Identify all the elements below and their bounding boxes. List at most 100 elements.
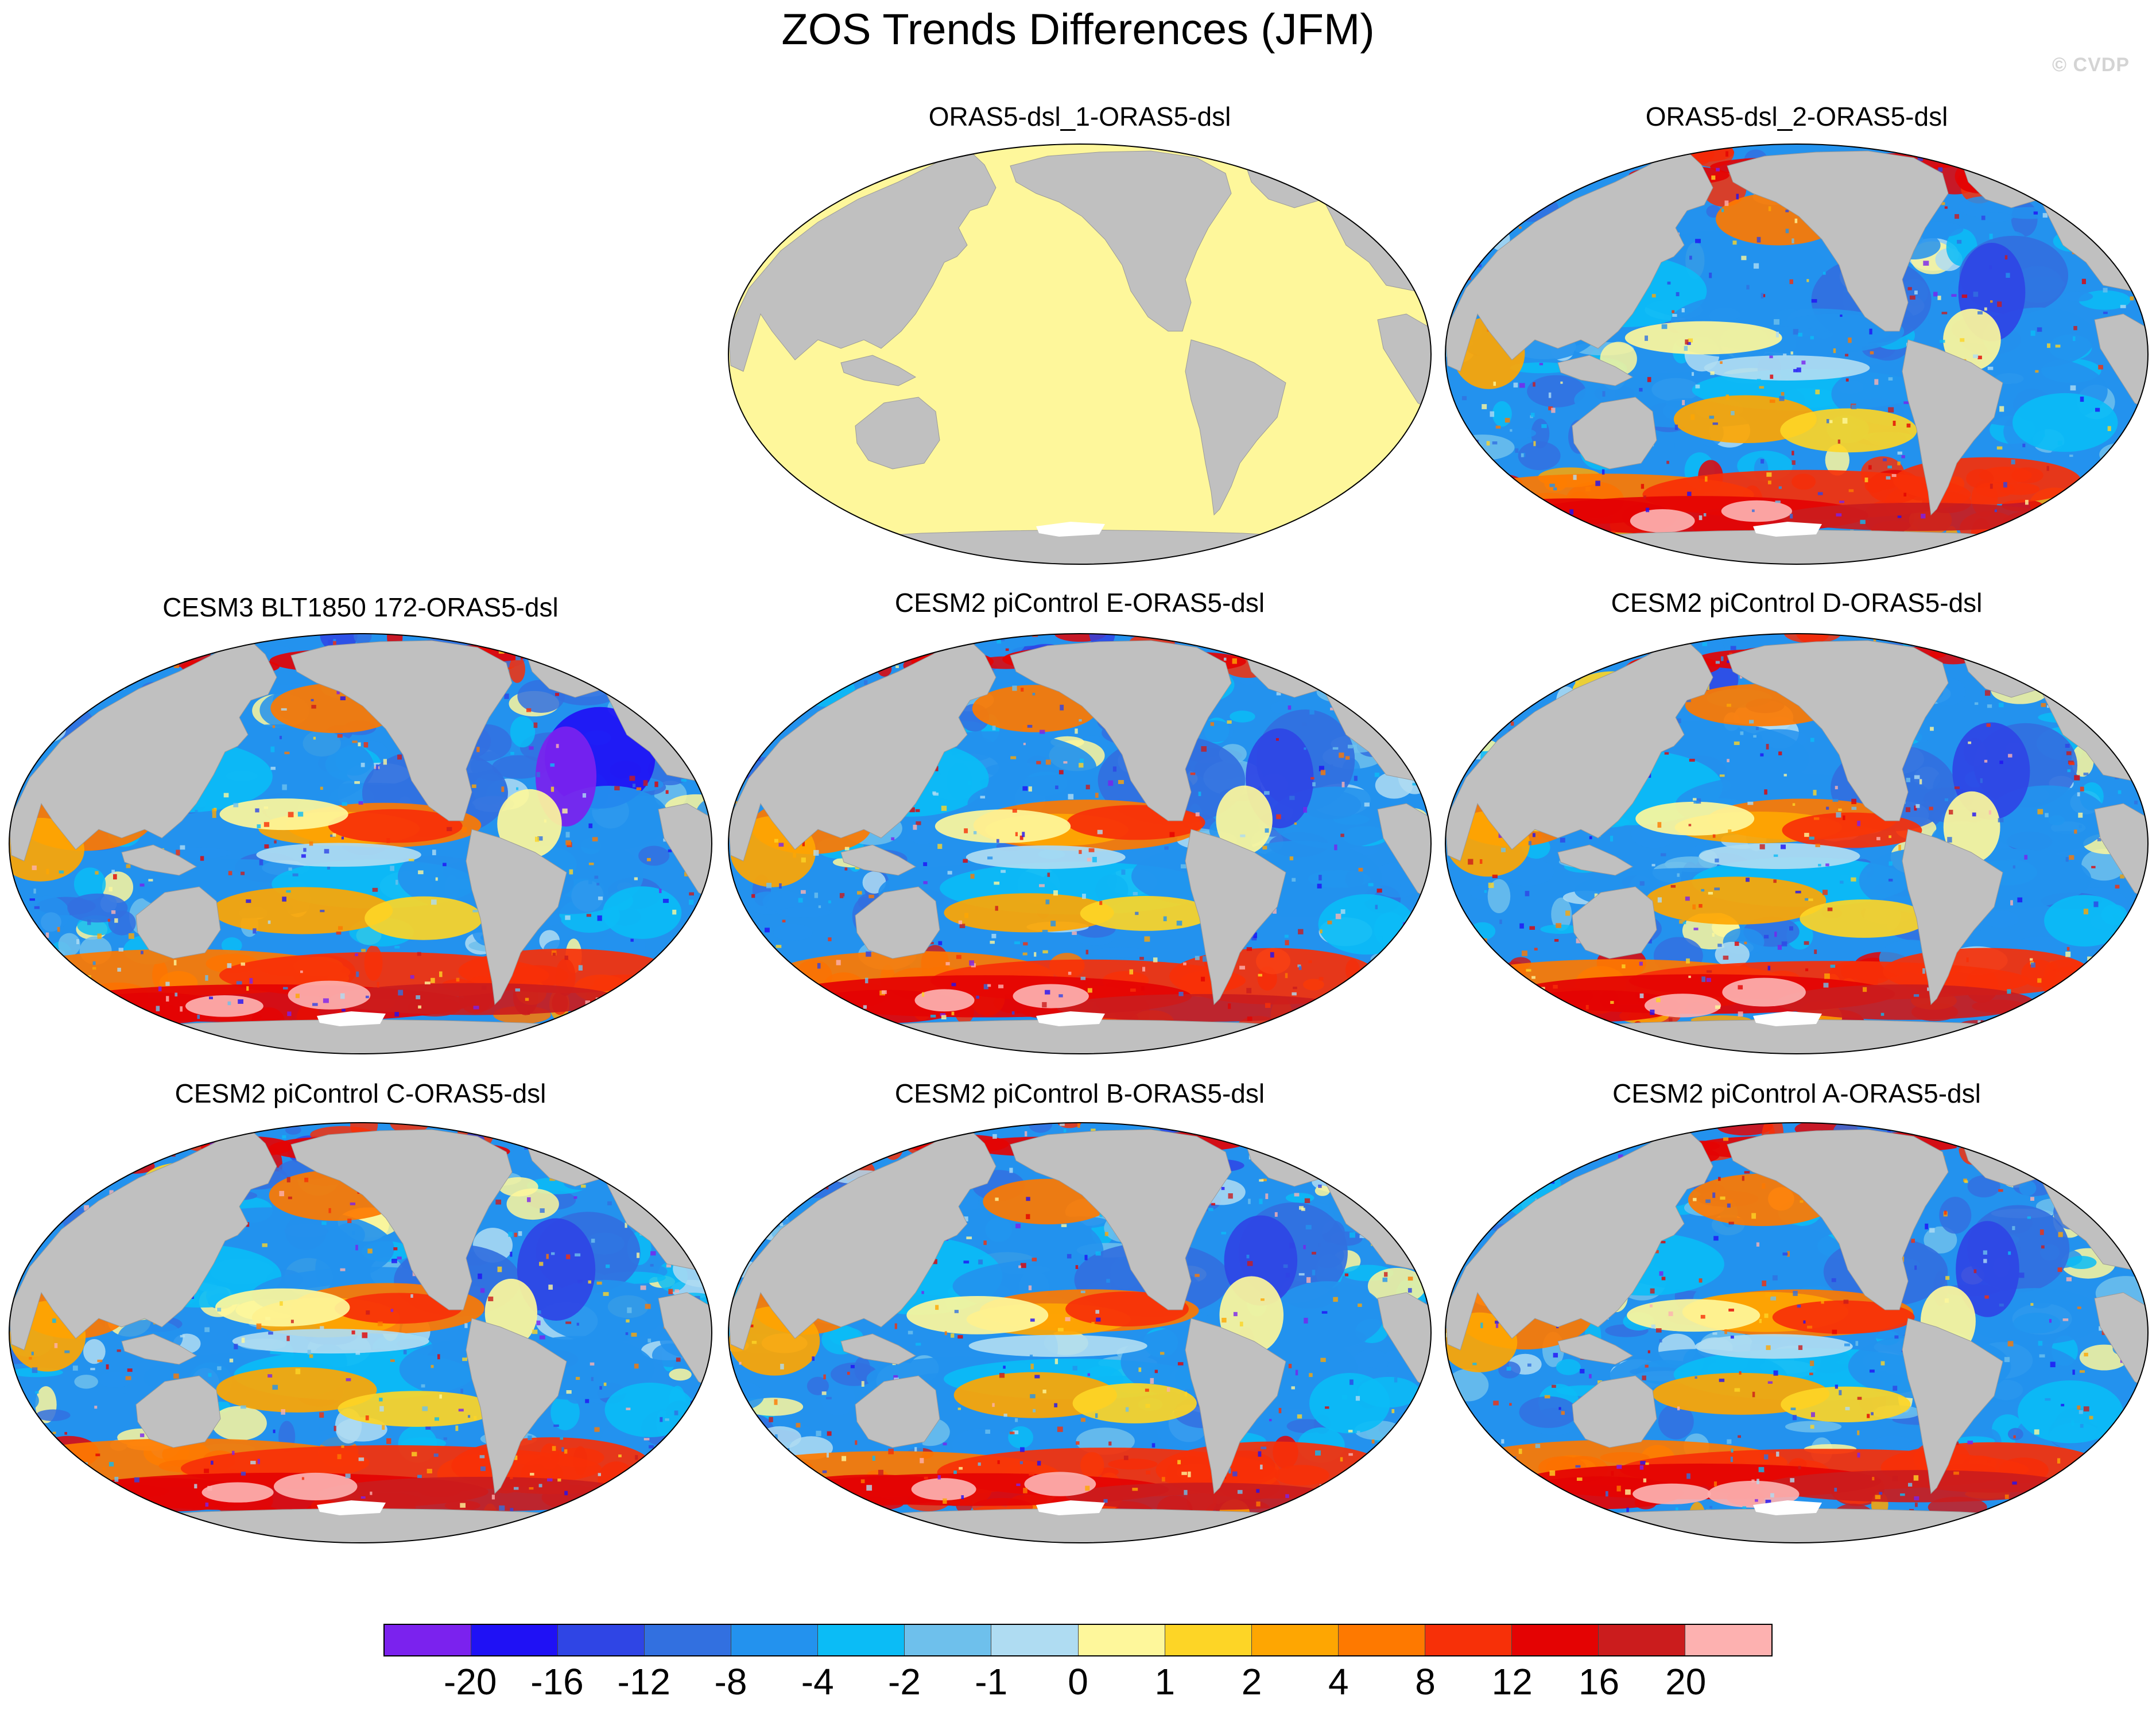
anomaly-speck bbox=[1350, 1232, 1355, 1238]
anomaly-patch bbox=[608, 1492, 663, 1511]
anomaly-patch bbox=[9, 942, 48, 973]
anomaly-speck bbox=[730, 1526, 734, 1530]
anomaly-speck bbox=[1977, 311, 1983, 315]
anomaly-speck bbox=[2097, 494, 2103, 499]
anomaly-speck bbox=[1549, 1470, 1556, 1476]
anomaly-speck bbox=[95, 1453, 100, 1457]
map-panel-cesm2-picontrol-d bbox=[1445, 633, 2153, 1054]
anomaly-speck bbox=[766, 1542, 770, 1543]
anomaly-patch bbox=[39, 948, 66, 958]
anomaly-patch bbox=[1489, 1152, 1527, 1185]
anomaly-patch bbox=[830, 1362, 878, 1386]
anomaly-speck bbox=[2092, 634, 2097, 636]
anomaly-speck bbox=[1987, 704, 1992, 708]
anomaly-speck bbox=[606, 1264, 610, 1268]
anomaly-speck bbox=[2107, 1010, 2112, 1015]
anomaly-speck bbox=[1783, 354, 1787, 357]
south-america-landmass bbox=[1902, 829, 2003, 1006]
anomaly-speck bbox=[1151, 1443, 1155, 1448]
anomaly-speck bbox=[1710, 371, 1715, 375]
anomaly-speck bbox=[676, 1044, 680, 1050]
australia-landmass bbox=[855, 886, 940, 959]
anomaly-speck bbox=[342, 802, 347, 806]
anomaly-speck bbox=[1432, 816, 1436, 820]
anomaly-patch bbox=[661, 634, 712, 665]
anomaly-speck bbox=[175, 1136, 179, 1140]
anomaly-speck bbox=[1715, 858, 1719, 863]
anomaly-speck bbox=[1356, 1430, 1360, 1435]
anomaly-speck bbox=[529, 1041, 536, 1047]
anomaly-speck bbox=[1783, 774, 1787, 777]
anomaly-patch bbox=[728, 912, 744, 933]
anomaly-speck bbox=[1298, 1273, 1305, 1276]
anomaly-speck bbox=[1968, 741, 1972, 744]
anomaly-speck bbox=[1521, 680, 1525, 685]
anomaly-speck bbox=[14, 1525, 20, 1531]
anomaly-speck bbox=[643, 1438, 650, 1441]
anomaly-speck bbox=[758, 1459, 761, 1462]
anomaly-speck bbox=[1764, 1313, 1769, 1318]
anomaly-patch bbox=[1953, 1123, 1972, 1139]
anomaly-speck bbox=[288, 812, 294, 817]
anomaly-speck bbox=[223, 793, 229, 798]
anomaly-speck bbox=[288, 1196, 292, 1200]
anomaly-speck bbox=[209, 996, 213, 999]
anomaly-speck bbox=[1857, 1430, 1860, 1435]
anomaly-patch bbox=[1371, 1154, 1415, 1166]
anomaly-speck bbox=[1655, 1328, 1662, 1333]
anomaly-speck bbox=[1087, 1373, 1091, 1376]
anomaly-speck bbox=[102, 1467, 106, 1471]
weddell-ice-shelf bbox=[1346, 527, 1378, 542]
anomaly-speck bbox=[807, 693, 813, 699]
anomaly-speck bbox=[1178, 991, 1184, 996]
anomaly-speck bbox=[1526, 969, 1531, 972]
anomaly-speck bbox=[1917, 155, 1924, 161]
anomaly-patch bbox=[1461, 730, 1480, 758]
anomaly-speck bbox=[1133, 892, 1138, 895]
anomaly-speck bbox=[1283, 1264, 1288, 1268]
anomaly-speck bbox=[1150, 1378, 1154, 1384]
anomaly-speck bbox=[1317, 883, 1322, 889]
anomaly-patch bbox=[1448, 1123, 1471, 1144]
anomaly-speck bbox=[796, 1196, 802, 1198]
anomaly-patch bbox=[1363, 985, 1378, 1012]
anomaly-speck bbox=[1358, 1303, 1362, 1307]
anomaly-speck bbox=[2149, 967, 2153, 970]
anomaly-speck bbox=[514, 1232, 518, 1237]
anomaly-speck bbox=[1260, 1464, 1263, 1470]
anomaly-speck bbox=[973, 831, 977, 835]
anomaly-speck bbox=[153, 642, 157, 647]
anomaly-speck bbox=[1524, 1171, 1528, 1177]
anomaly-speck bbox=[159, 1030, 163, 1035]
anomaly-speck bbox=[894, 1323, 897, 1329]
anomaly-speck bbox=[2008, 754, 2012, 758]
anomaly-speck bbox=[1712, 422, 1718, 425]
anomaly-speck bbox=[1084, 1255, 1088, 1260]
anomaly-speck bbox=[676, 1357, 681, 1362]
anomaly-speck bbox=[377, 981, 379, 988]
anomaly-patch bbox=[1524, 170, 1576, 191]
anomaly-patch bbox=[2019, 1180, 2037, 1196]
anomaly-speck bbox=[1679, 1124, 1683, 1130]
anomaly-speck bbox=[1476, 1496, 1482, 1500]
anomaly-speck bbox=[1505, 188, 1509, 193]
anomaly-speck bbox=[2035, 655, 2040, 661]
anomaly-patch bbox=[685, 719, 712, 747]
anomaly-speck bbox=[1534, 948, 1538, 950]
anomaly-speck bbox=[1576, 938, 1581, 944]
anomaly-speck bbox=[139, 883, 145, 887]
asia-landmass bbox=[1445, 638, 1713, 862]
anomaly-speck bbox=[2033, 1014, 2035, 1019]
anomaly-speck bbox=[1480, 959, 1486, 963]
anomaly-speck bbox=[114, 1476, 119, 1482]
anomaly-speck bbox=[537, 836, 543, 841]
anomaly-speck bbox=[342, 1008, 346, 1012]
anomaly-patch bbox=[588, 634, 623, 650]
anomaly-region bbox=[1632, 1483, 1711, 1504]
anomaly-speck bbox=[1818, 864, 1821, 867]
anomaly-speck bbox=[1480, 1322, 1483, 1328]
anomaly-speck bbox=[1063, 761, 1068, 764]
anomaly-speck bbox=[1727, 660, 1730, 664]
anomaly-speck bbox=[2139, 949, 2142, 952]
anomaly-speck bbox=[292, 873, 298, 876]
